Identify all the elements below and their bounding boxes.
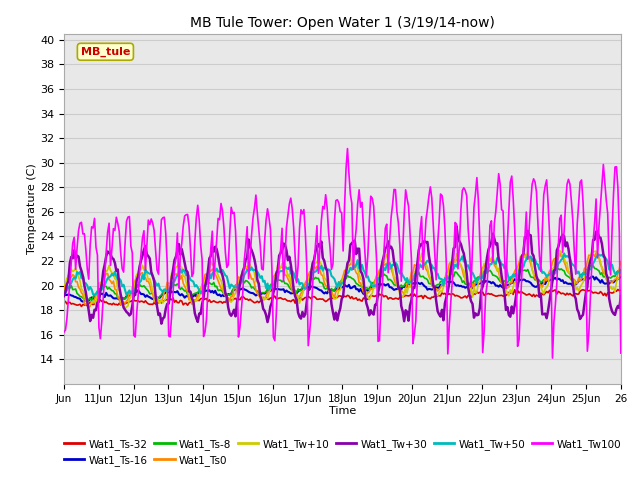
X-axis label: Time: Time: [329, 407, 356, 417]
Text: MB_tule: MB_tule: [81, 47, 130, 57]
Y-axis label: Temperature (C): Temperature (C): [28, 163, 37, 254]
Legend: Wat1_Ts-32, Wat1_Ts-16, Wat1_Ts-8, Wat1_Ts0, Wat1_Tw+10, Wat1_Tw+30, Wat1_Tw+50,: Wat1_Ts-32, Wat1_Ts-16, Wat1_Ts-8, Wat1_…: [60, 435, 625, 470]
Title: MB Tule Tower: Open Water 1 (3/19/14-now): MB Tule Tower: Open Water 1 (3/19/14-now…: [190, 16, 495, 30]
